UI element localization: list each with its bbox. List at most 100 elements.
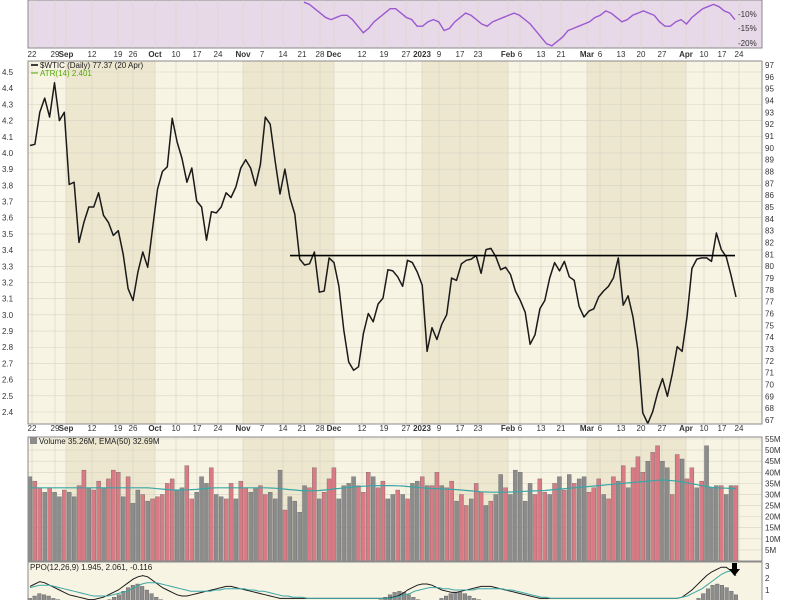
volume-bar [120, 496, 126, 562]
price-left-tick: 2.5 [2, 392, 14, 401]
date-tick-label: Apr [679, 50, 693, 59]
date-tick-label: 13 [537, 424, 546, 433]
price-left-tick: 4.1 [2, 133, 14, 142]
volume-bar [174, 489, 180, 562]
date-tick-label: 13 [617, 424, 626, 433]
price-left-tick: 3.1 [2, 295, 14, 304]
date-tick-label: 10 [700, 50, 709, 59]
date-tick-label: 21 [557, 50, 566, 59]
volume-bar [679, 458, 685, 562]
month-band [422, 61, 508, 424]
date-tick-label: 27 [402, 424, 411, 433]
date-tick-label: 7 [260, 50, 265, 59]
volume-bar [704, 445, 709, 562]
date-tick-label: Sep [59, 424, 74, 433]
volume-bar [645, 461, 650, 562]
volume-bar [214, 494, 219, 562]
volume-bar [611, 476, 616, 562]
volume-right-tick: 15M [765, 524, 781, 533]
date-tick-label: 29 [51, 424, 60, 433]
ppo-histogram-bar [719, 585, 724, 600]
volume-bar [586, 492, 592, 562]
ppo-histogram-bar [705, 588, 710, 600]
volume-bar [449, 480, 454, 562]
volume-bar [488, 500, 494, 562]
top-tick-label: -15% [738, 24, 757, 33]
date-tick-label: 24 [735, 424, 744, 433]
ppo-histogram-bar [121, 591, 126, 600]
price-right-tick: 78 [765, 286, 774, 295]
price-right-tick: 94 [765, 97, 774, 106]
ppo-histogram-bar [724, 587, 729, 600]
volume-bar [674, 454, 680, 562]
date-tick-label: 17 [193, 50, 202, 59]
date-tick-label: 24 [735, 50, 744, 59]
volume-bar [616, 480, 621, 562]
volume-bar [32, 480, 38, 562]
date-tick-label: 28 [316, 424, 325, 433]
volume-bar [111, 469, 116, 562]
volume-bar [723, 494, 729, 562]
date-tick-label: 9 [437, 50, 442, 59]
volume-bar [635, 456, 641, 562]
volume-bar [596, 478, 601, 562]
volume-right-tick: 40M [765, 468, 781, 477]
ppo-histogram-bar [130, 585, 135, 600]
date-tick-label: Dec [327, 424, 342, 433]
volume-bar [243, 487, 248, 562]
ppo-histogram-bar [32, 595, 37, 600]
date-tick-label: Dec [327, 50, 342, 59]
volume-bar [728, 485, 734, 562]
volume-bar [370, 476, 376, 562]
date-tick-label: Feb [501, 50, 515, 59]
volume-bar [660, 461, 665, 562]
atr-legend: ATR(14) 2.401 [40, 69, 92, 78]
volume-bar [714, 485, 719, 562]
date-tick-label: Mar [580, 50, 594, 59]
date-tick-label: 12 [358, 424, 367, 433]
price-left-tick: 4.5 [2, 68, 14, 77]
volume-bar [287, 496, 293, 562]
price-left-tick: 3.8 [2, 181, 14, 190]
volume-bar [37, 487, 42, 562]
volume-bar [336, 498, 342, 562]
price-right-tick: 72 [765, 357, 774, 366]
volume-bar [233, 498, 239, 562]
date-tick-label: 21 [298, 424, 307, 433]
ppo-histogram-bar [696, 598, 701, 600]
volume-legend: Volume 35.26M, EMA(50) 32.69M [39, 437, 160, 446]
volume-bar [689, 467, 695, 562]
volume-bar [165, 483, 170, 562]
volume-bar [297, 512, 302, 562]
price-right-tick: 95 [765, 85, 774, 94]
price-right-tick: 92 [765, 120, 774, 129]
ppo-histogram-bar [448, 593, 453, 600]
volume-bar [552, 483, 557, 562]
price-right-tick: 82 [765, 239, 774, 248]
date-tick-label: 28 [316, 50, 325, 59]
volume-right-tick: 30M [765, 490, 781, 499]
volume-bar [86, 487, 92, 562]
price-legend: $WTIC (Daily) 77.37 (20 Apr) [40, 61, 143, 70]
volume-bar [238, 480, 244, 562]
volume-bar [478, 492, 484, 562]
date-tick-label: 14 [279, 50, 288, 59]
volume-bar [694, 487, 699, 562]
ppo-right-tick: 1 [765, 586, 770, 595]
ppo-histogram-bar [42, 594, 47, 600]
date-tick-label: Nov [235, 424, 251, 433]
ppo-right-tick: 2 [765, 574, 770, 583]
date-tick-label: 13 [537, 50, 546, 59]
volume-bar [571, 483, 577, 562]
date-tick-label: Oct [148, 424, 162, 433]
top-tick-label: -20% [738, 39, 757, 48]
ppo-right-axis: 3 2 1 [765, 562, 770, 595]
date-tick-label: 27 [658, 424, 667, 433]
ppo-histogram-bar [701, 593, 706, 600]
price-left-tick: 3.2 [2, 278, 14, 287]
volume-right-axis: 55M 50M 45M 40M 35M 30M 25M 20M 15M 10M 5M [765, 435, 781, 555]
volume-bar [473, 483, 479, 562]
date-tick-label: 6 [598, 50, 603, 59]
ppo-histogram-bar [715, 583, 720, 600]
